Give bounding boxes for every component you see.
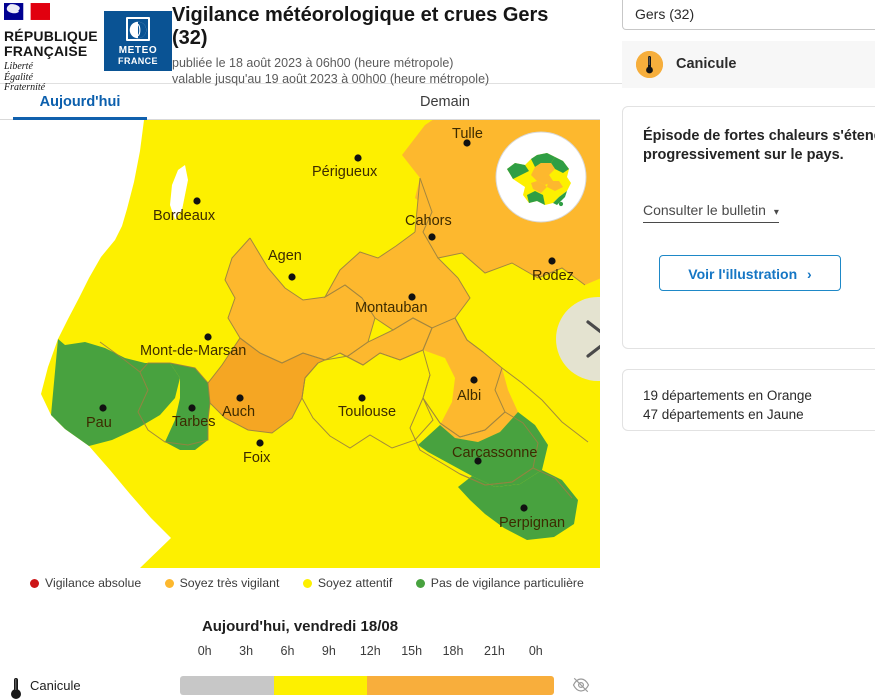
svg-text:Tulle: Tulle	[452, 126, 483, 142]
svg-text:Pau: Pau	[86, 415, 112, 431]
svg-text:Perpignan: Perpignan	[499, 515, 565, 531]
svg-text:Cahors: Cahors	[405, 213, 452, 229]
svg-text:Mont-de-Marsan: Mont-de-Marsan	[140, 343, 246, 359]
svg-text:Montauban: Montauban	[355, 300, 428, 316]
svg-text:Agen: Agen	[268, 248, 302, 264]
svg-text:Carcassonne: Carcassonne	[452, 445, 537, 461]
svg-text:Albi: Albi	[457, 388, 481, 404]
svg-text:Tarbes: Tarbes	[172, 414, 216, 430]
svg-text:Rodez: Rodez	[532, 268, 574, 284]
svg-text:Périgueux: Périgueux	[312, 164, 378, 180]
svg-text:Bordeaux: Bordeaux	[153, 208, 216, 224]
svg-text:Toulouse: Toulouse	[338, 404, 396, 420]
svg-text:Auch: Auch	[222, 404, 255, 420]
svg-text:Foix: Foix	[243, 450, 271, 466]
